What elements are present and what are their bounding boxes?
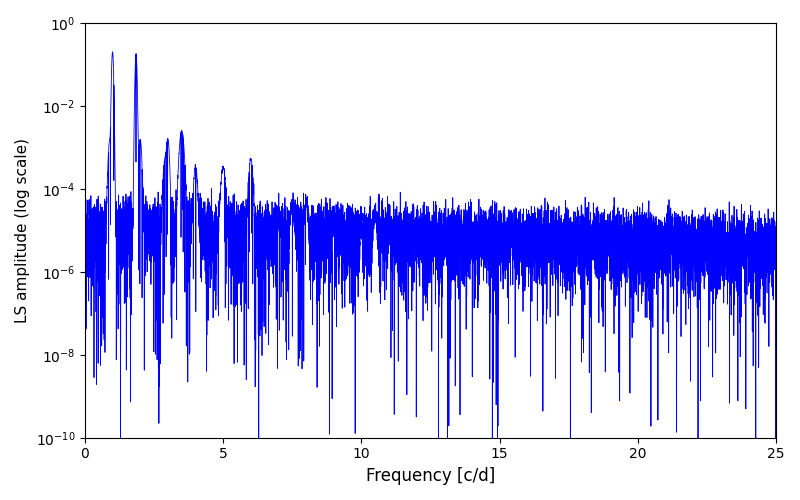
- X-axis label: Frequency [c/d]: Frequency [c/d]: [366, 467, 495, 485]
- Y-axis label: LS amplitude (log scale): LS amplitude (log scale): [15, 138, 30, 323]
